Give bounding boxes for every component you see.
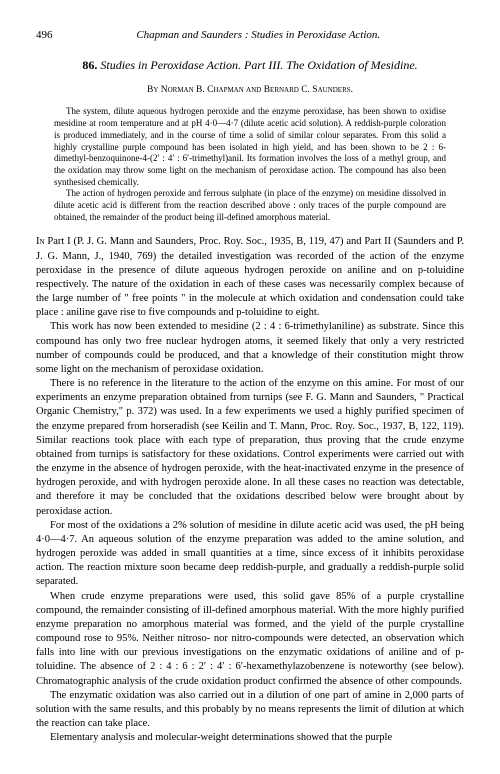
body-para: Elementary analysis and molecular-weight… (36, 731, 464, 745)
body-para: In Part I (P. J. G. Mann and Saunders, P… (36, 235, 464, 320)
body-para: There is no reference in the literature … (36, 377, 464, 519)
body-para: When crude enzyme preparations were used… (36, 590, 464, 689)
abstract: The system, dilute aqueous hydrogen pero… (54, 106, 446, 223)
abstract-para: The system, dilute aqueous hydrogen pero… (54, 106, 446, 188)
running-title: Chapman and Saunders : Studies in Peroxi… (136, 28, 380, 43)
article-title: 86. Studies in Peroxidase Action. Part I… (56, 57, 444, 74)
running-header: 496 Chapman and Saunders : Studies in Pe… (36, 28, 464, 43)
authors-line: By Norman B. Chapman and Bernard C. Saun… (36, 84, 464, 97)
article-number: 86. (82, 58, 97, 72)
abstract-para: The action of hydrogen peroxide and ferr… (54, 188, 446, 223)
body-para: This work has now been extended to mesid… (36, 320, 464, 377)
body-text: In Part I (P. J. G. Mann and Saunders, P… (36, 235, 464, 745)
body-para: For most of the oxidations a 2% solution… (36, 519, 464, 590)
body-para: The enzymatic oxidation was also carried… (36, 689, 464, 732)
article-title-text: Studies in Peroxidase Action. Part III. … (100, 58, 417, 72)
page-number: 496 (36, 28, 53, 43)
